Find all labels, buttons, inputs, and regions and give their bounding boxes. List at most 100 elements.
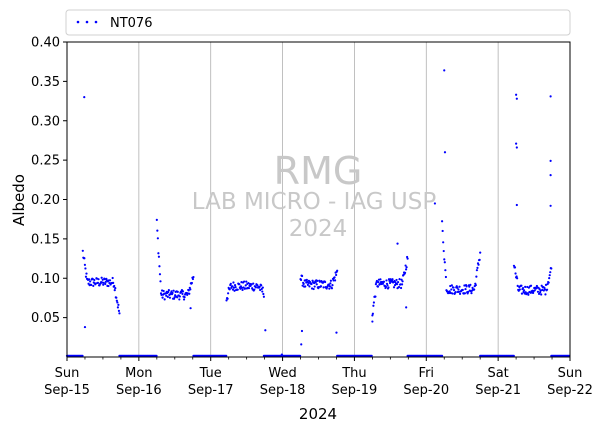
data-point xyxy=(167,290,170,294)
data-point xyxy=(520,284,523,287)
x-tick-label-date: Sep-20 xyxy=(403,383,449,398)
legend-box xyxy=(65,9,571,36)
data-point xyxy=(479,251,482,254)
data-point xyxy=(264,329,267,332)
data-point xyxy=(536,290,540,293)
x-tick-label-date: Sep-19 xyxy=(332,383,378,398)
x-tick-label-date: Sep-18 xyxy=(260,383,306,398)
data-point xyxy=(515,142,518,145)
data-point xyxy=(329,279,332,282)
y-tick-label: 0.10 xyxy=(31,272,60,287)
data-point xyxy=(518,288,521,291)
data-point xyxy=(468,285,471,288)
data-point xyxy=(231,288,235,291)
data-point xyxy=(92,284,95,287)
data-point xyxy=(83,325,87,329)
data-point xyxy=(262,295,265,298)
data-point xyxy=(322,286,325,289)
data-point xyxy=(451,292,454,295)
data-point xyxy=(93,278,96,282)
data-point xyxy=(96,281,100,284)
data-point xyxy=(253,288,256,291)
data-point xyxy=(540,293,543,296)
data-point xyxy=(258,285,261,288)
data-point xyxy=(113,289,116,292)
data-point xyxy=(444,275,447,279)
data-point xyxy=(549,95,552,98)
data-point xyxy=(163,298,166,301)
data-point xyxy=(515,97,518,100)
data-point xyxy=(172,289,175,292)
y-tick-label: 0.30 xyxy=(31,114,60,129)
data-point xyxy=(546,283,549,286)
data-point xyxy=(190,281,193,285)
data-point xyxy=(114,287,117,290)
data-point xyxy=(112,281,115,284)
watermark: RMG LAB MICRO - IAG USP 2024 xyxy=(192,149,437,242)
data-point xyxy=(329,282,332,285)
data-point xyxy=(396,281,400,284)
data-point xyxy=(306,283,309,286)
data-point xyxy=(232,281,235,284)
watermark-line-1: RMG xyxy=(274,149,363,193)
watermark-line-3: 2024 xyxy=(289,216,348,242)
data-point xyxy=(117,303,120,306)
data-point xyxy=(182,298,186,301)
grid-lines xyxy=(138,42,499,357)
data-point xyxy=(330,287,334,290)
x-tick-label-date: Sep-16 xyxy=(116,383,162,398)
data-point xyxy=(256,284,259,287)
data-point xyxy=(454,291,457,294)
data-point xyxy=(335,331,338,334)
data-point xyxy=(319,285,323,288)
data-point xyxy=(170,290,173,293)
data-point xyxy=(227,292,230,295)
data-point xyxy=(83,96,86,99)
data-point xyxy=(165,294,168,297)
data-point xyxy=(162,289,165,293)
data-point xyxy=(189,307,192,310)
data-point xyxy=(261,286,264,289)
data-point xyxy=(370,354,373,357)
x-tick-label-day: Sat xyxy=(487,366,508,381)
data-point xyxy=(433,202,437,205)
data-point xyxy=(477,263,480,266)
data-point xyxy=(310,282,313,286)
data-point xyxy=(244,284,247,287)
legend: NT076 xyxy=(65,9,571,36)
data-point xyxy=(307,281,310,285)
y-axis-title: Albedo xyxy=(10,174,28,226)
data-point xyxy=(331,283,334,287)
data-point xyxy=(245,280,248,283)
data-point xyxy=(444,269,447,272)
data-point xyxy=(115,296,118,299)
y-tick-label: 0.25 xyxy=(31,154,60,169)
data-point xyxy=(548,277,551,280)
data-point xyxy=(456,286,459,289)
data-point xyxy=(336,269,339,272)
data-point xyxy=(441,229,444,233)
data-point xyxy=(233,284,237,287)
data-point xyxy=(400,283,404,286)
data-point xyxy=(176,290,179,294)
data-point xyxy=(440,354,444,357)
data-point xyxy=(304,285,307,288)
data-point xyxy=(516,277,519,280)
data-point xyxy=(461,288,464,292)
data-point xyxy=(305,278,308,282)
data-point xyxy=(473,288,476,291)
data-point xyxy=(443,69,446,72)
data-point xyxy=(156,237,159,240)
data-point xyxy=(388,281,392,285)
data-point xyxy=(371,314,374,317)
data-point xyxy=(399,286,403,290)
data-point xyxy=(315,283,318,286)
data-point xyxy=(467,290,470,293)
data-point xyxy=(254,286,257,289)
data-point xyxy=(442,241,445,244)
data-point xyxy=(452,286,455,289)
data-point xyxy=(178,295,181,298)
data-point xyxy=(100,276,103,279)
data-point xyxy=(398,278,401,281)
data-point xyxy=(97,278,100,281)
